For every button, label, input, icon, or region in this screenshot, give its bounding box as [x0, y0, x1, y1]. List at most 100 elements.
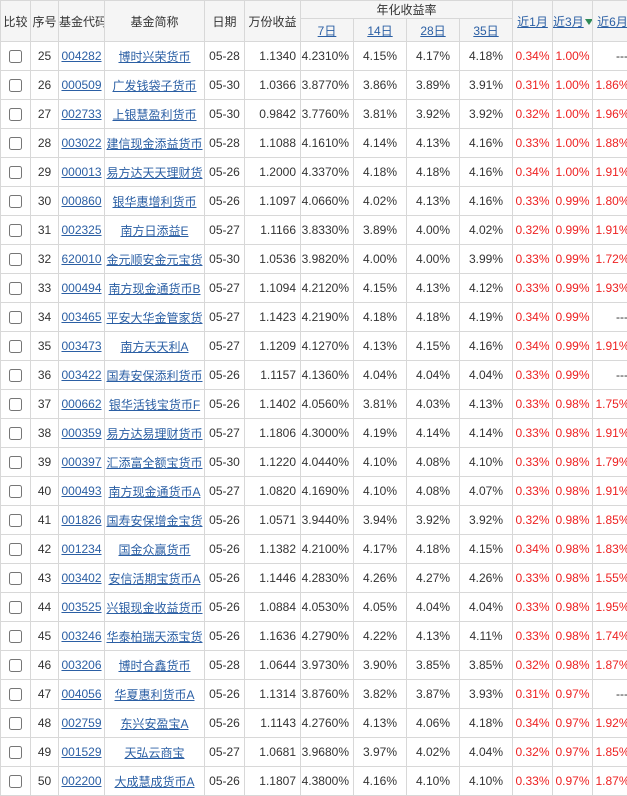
row-name[interactable]: 上银慧盈利货币 — [105, 100, 205, 129]
row-m1: 0.33% — [513, 187, 553, 216]
row-checkbox[interactable] — [9, 775, 22, 788]
row-d14: 4.02% — [354, 187, 407, 216]
row-checkbox[interactable] — [9, 311, 22, 324]
row-checkbox[interactable] — [9, 224, 22, 237]
row-checkbox[interactable] — [9, 253, 22, 266]
row-checkbox[interactable] — [9, 195, 22, 208]
row-name[interactable]: 东兴安盈宝A — [105, 709, 205, 738]
th-d28[interactable]: 28日 — [407, 19, 460, 42]
row-name[interactable]: 建信现金添益货币 — [105, 129, 205, 158]
row-name[interactable]: 华泰柏瑞天添宝货 — [105, 622, 205, 651]
row-checkbox[interactable] — [9, 340, 22, 353]
row-code[interactable]: 003473 — [59, 332, 105, 361]
row-name[interactable]: 南方现金通货币B — [105, 274, 205, 303]
row-name[interactable]: 银华活钱宝货币F — [105, 390, 205, 419]
row-name[interactable]: 汇添富全额宝货币 — [105, 448, 205, 477]
row-code[interactable]: 001529 — [59, 738, 105, 767]
th-wfsy[interactable]: 万份收益 — [245, 1, 301, 42]
th-seq[interactable]: 序号 — [31, 1, 59, 42]
row-checkbox[interactable] — [9, 688, 22, 701]
th-code[interactable]: 基金代码 — [59, 1, 105, 42]
row-checkbox[interactable] — [9, 50, 22, 63]
row-code[interactable]: 003402 — [59, 564, 105, 593]
th-name[interactable]: 基金简称 — [105, 1, 205, 42]
row-checkbox[interactable] — [9, 717, 22, 730]
row-code[interactable]: 003422 — [59, 361, 105, 390]
row-name[interactable]: 国寿安保添利货币 — [105, 361, 205, 390]
row-name[interactable]: 大成慧成货币A — [105, 767, 205, 796]
row-name[interactable]: 平安大华金管家货 — [105, 303, 205, 332]
row-code[interactable]: 001826 — [59, 506, 105, 535]
row-checkbox[interactable] — [9, 630, 22, 643]
row-d28: 3.87% — [407, 680, 460, 709]
table-row: 42001234国金众赢货币05-261.13824.2100%4.17%4.1… — [1, 535, 627, 564]
row-name[interactable]: 华夏惠利货币A — [105, 680, 205, 709]
th-d7[interactable]: 7日 — [301, 19, 354, 42]
row-name[interactable]: 易方达易理财货币 — [105, 419, 205, 448]
row-checkbox[interactable] — [9, 543, 22, 556]
th-d14[interactable]: 14日 — [354, 19, 407, 42]
row-code[interactable]: 002759 — [59, 709, 105, 738]
row-checkbox[interactable] — [9, 572, 22, 585]
row-code[interactable]: 000860 — [59, 187, 105, 216]
row-code[interactable]: 620010 — [59, 245, 105, 274]
row-code[interactable]: 003022 — [59, 129, 105, 158]
row-checkbox[interactable] — [9, 514, 22, 527]
th-m6[interactable]: 近6月 — [593, 1, 627, 42]
row-checkbox[interactable] — [9, 369, 22, 382]
row-name[interactable]: 南方现金通货币A — [105, 477, 205, 506]
row-code[interactable]: 004056 — [59, 680, 105, 709]
row-checkbox[interactable] — [9, 485, 22, 498]
row-code[interactable]: 003246 — [59, 622, 105, 651]
row-m6: 1.74% — [593, 622, 627, 651]
row-m6: 1.91% — [593, 332, 627, 361]
row-m6: 1.86% — [593, 71, 627, 100]
row-code[interactable]: 000397 — [59, 448, 105, 477]
row-name[interactable]: 金元顺安金元宝货 — [105, 245, 205, 274]
row-code[interactable]: 002200 — [59, 767, 105, 796]
row-name[interactable]: 兴银现金收益货币 — [105, 593, 205, 622]
th-date[interactable]: 日期 — [205, 1, 245, 42]
row-code[interactable]: 002325 — [59, 216, 105, 245]
row-checkbox[interactable] — [9, 427, 22, 440]
row-name[interactable]: 广发钱袋子货币 — [105, 71, 205, 100]
row-name[interactable]: 国寿安保增金宝货 — [105, 506, 205, 535]
row-checkbox[interactable] — [9, 137, 22, 150]
row-name[interactable]: 银华惠增利货币 — [105, 187, 205, 216]
row-code[interactable]: 000359 — [59, 419, 105, 448]
row-checkbox[interactable] — [9, 398, 22, 411]
row-code[interactable]: 003206 — [59, 651, 105, 680]
row-checkbox[interactable] — [9, 456, 22, 469]
row-checkbox[interactable] — [9, 79, 22, 92]
row-checkbox[interactable] — [9, 166, 22, 179]
row-code[interactable]: 002733 — [59, 100, 105, 129]
row-checkbox[interactable] — [9, 659, 22, 672]
th-compare[interactable]: 比较 — [1, 1, 31, 42]
row-name[interactable]: 南方日添益E — [105, 216, 205, 245]
row-code[interactable]: 000662 — [59, 390, 105, 419]
row-checkbox[interactable] — [9, 746, 22, 759]
row-date: 05-30 — [205, 100, 245, 129]
row-name[interactable]: 易方达天天理财货 — [105, 158, 205, 187]
row-checkbox[interactable] — [9, 601, 22, 614]
row-checkbox[interactable] — [9, 108, 22, 121]
row-name[interactable]: 安信活期宝货币A — [105, 564, 205, 593]
row-name[interactable]: 南方天天利A — [105, 332, 205, 361]
row-name[interactable]: 国金众赢货币 — [105, 535, 205, 564]
row-code[interactable]: 000509 — [59, 71, 105, 100]
row-checkbox[interactable] — [9, 282, 22, 295]
table-row: 31002325南方日添益E05-271.11663.8330%3.89%4.0… — [1, 216, 627, 245]
row-code[interactable]: 000013 — [59, 158, 105, 187]
th-m3[interactable]: 近3月 — [553, 1, 593, 42]
row-code[interactable]: 000493 — [59, 477, 105, 506]
th-d35[interactable]: 35日 — [460, 19, 513, 42]
row-code[interactable]: 004282 — [59, 42, 105, 71]
row-code[interactable]: 001234 — [59, 535, 105, 564]
row-name[interactable]: 博时合鑫货币 — [105, 651, 205, 680]
row-code[interactable]: 000494 — [59, 274, 105, 303]
row-name[interactable]: 天弘云商宝 — [105, 738, 205, 767]
row-name[interactable]: 博时兴荣货币 — [105, 42, 205, 71]
row-code[interactable]: 003465 — [59, 303, 105, 332]
row-code[interactable]: 003525 — [59, 593, 105, 622]
th-m1[interactable]: 近1月 — [513, 1, 553, 42]
